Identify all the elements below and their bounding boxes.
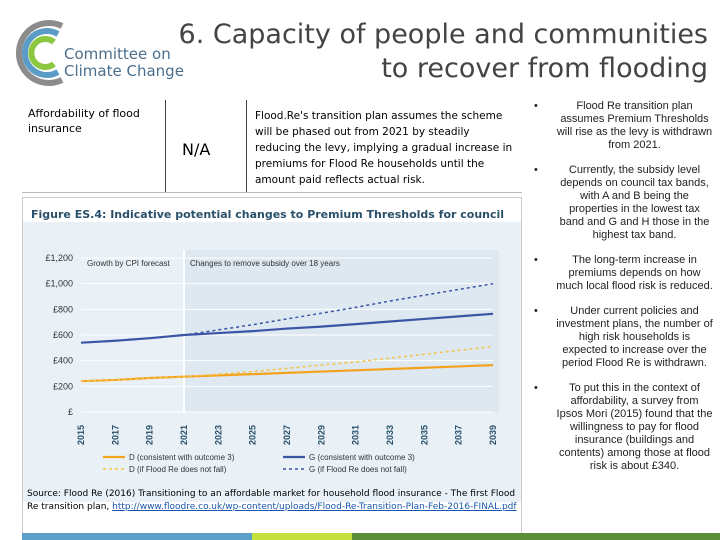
figure-panel: Figure ES.4: Indicative potential change…	[22, 197, 522, 537]
x-tick-label: 2025	[248, 425, 258, 445]
series-line	[80, 345, 494, 382]
bullet-item: Under current policies and investment pl…	[528, 305, 713, 370]
ccc-logo: Committee on Climate Change	[10, 18, 210, 98]
x-tick-label: 2037	[454, 425, 464, 445]
x-tick-label: 2031	[351, 425, 361, 445]
x-tick-label: 2039	[488, 425, 498, 445]
legend-label: G (if Flood Re does not fall)	[309, 465, 407, 474]
indicator-cell: Affordability of flood insurance	[22, 100, 166, 192]
y-tick-label: £600	[53, 330, 73, 340]
title-line1: 6. Capacity of people and communities	[178, 19, 708, 50]
legend-label: D (consistent with outcome 3)	[129, 453, 235, 462]
premium-threshold-chart: £ £200 £400 £600 £800 £1,000 £1,200 2015 2017 201…	[23, 222, 521, 502]
score-cell: N/A	[166, 100, 247, 192]
bullet-item: Currently, the subsidy level depends on …	[528, 164, 713, 242]
x-tick-label: 2015	[76, 425, 86, 445]
transition-region	[184, 250, 499, 412]
logo-line2: Climate Change	[64, 62, 184, 80]
annotation-changes: Changes to remove subsidy over 18 years	[190, 259, 340, 268]
x-tick-label: 2017	[110, 425, 120, 445]
x-tick-label: 2035	[419, 425, 429, 445]
source-text: Source: Flood Re (2016) Transitioning to…	[27, 489, 516, 512]
ccc-logo-mark	[16, 20, 64, 86]
x-tick-label: 2027	[282, 425, 292, 445]
x-tick-label: 2019	[145, 425, 155, 445]
y-tick-label: £400	[53, 356, 73, 366]
title-line2: to recover from flooding	[381, 53, 708, 84]
bullet-item: Flood Re transition plan assumes Premium…	[528, 100, 713, 152]
x-tick-label: 2023	[213, 425, 223, 445]
description-cell: Flood.Re's transition plan assumes the s…	[255, 110, 513, 186]
bullet-list: Flood Re transition plan assumes Premium…	[528, 100, 713, 485]
y-tick-label: £200	[53, 381, 73, 391]
y-tick-label: £1,000	[45, 279, 73, 289]
indicator-table: Affordability of flood insurance N/A Flo…	[22, 100, 522, 193]
footer-bar-lime	[252, 533, 352, 540]
x-tick-label: 2021	[179, 425, 189, 445]
footer-color-bar	[22, 533, 720, 540]
x-tick-label: 2033	[385, 425, 395, 445]
source-link[interactable]: http://www.floodre.co.uk/wp-content/uplo…	[112, 502, 517, 512]
bullet-item: The long-term increase in premiums depen…	[528, 254, 713, 293]
x-tick-label: 2029	[316, 425, 326, 445]
y-tick-label: £1,200	[45, 253, 73, 263]
series-line	[80, 282, 494, 344]
y-tick-label: £	[68, 407, 73, 417]
legend-label: D (if Flood Re does not fall)	[129, 465, 227, 474]
logo-line1: Committee on	[64, 45, 171, 63]
y-tick-label: £800	[53, 304, 73, 314]
legend-label: G (consistent with outcome 3)	[309, 453, 415, 462]
source-note: Source: Flood Re (2016) Transitioning to…	[27, 488, 517, 514]
slide-title: 6. Capacity of people and communities to…	[128, 18, 708, 86]
footer-bar-blue	[22, 533, 252, 540]
annotation-growth: Growth by CPI forecast	[87, 259, 170, 268]
footer-bar-green	[352, 533, 720, 540]
score-value: N/A	[182, 140, 211, 159]
bullet-item: To put this in the context of affordabil…	[528, 382, 713, 473]
